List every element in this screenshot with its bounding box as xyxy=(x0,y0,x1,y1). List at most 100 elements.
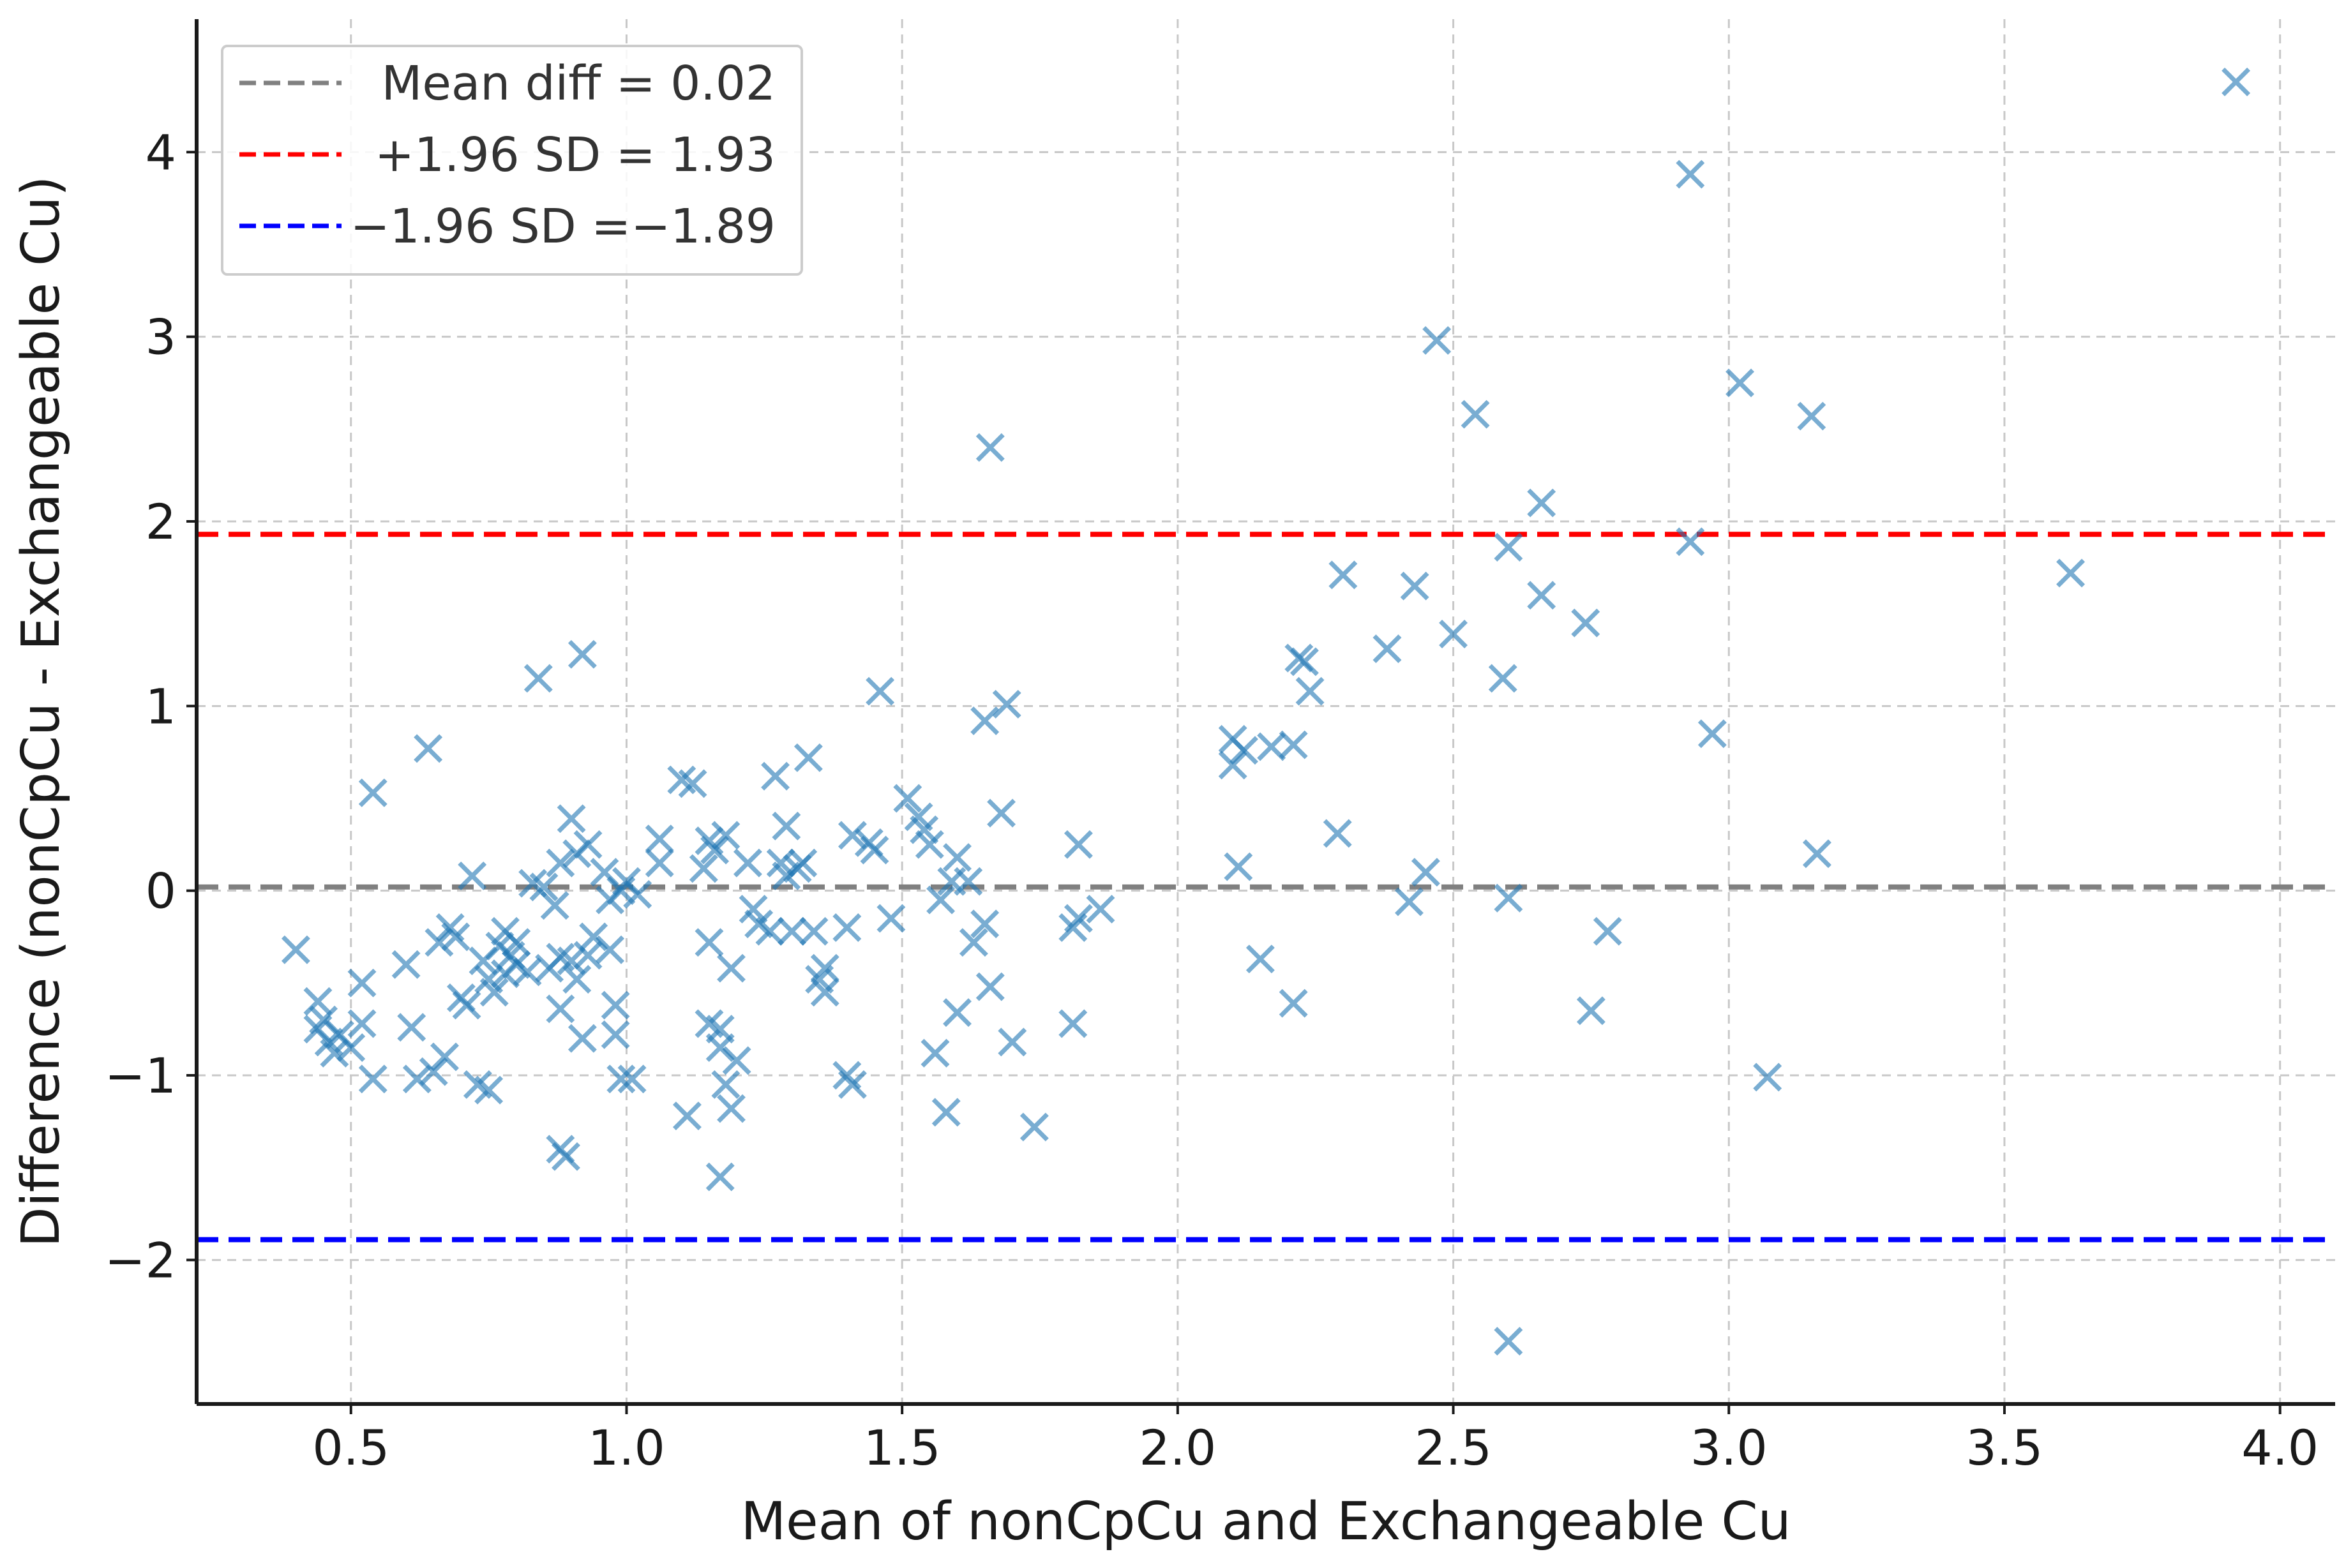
x-marker xyxy=(992,689,1021,719)
data-point-84 xyxy=(739,895,768,924)
x-marker xyxy=(970,909,1000,939)
data-point-169 xyxy=(2222,67,2251,96)
x-marker xyxy=(1697,719,1727,749)
x-marker xyxy=(358,778,387,807)
data-point-51 xyxy=(568,639,597,669)
x-marker xyxy=(987,798,1016,828)
data-point-42 xyxy=(546,994,575,1024)
x-marker xyxy=(777,916,806,946)
x-marker xyxy=(998,1027,1027,1057)
data-point-158 xyxy=(1571,608,1600,638)
data-point-150 xyxy=(1439,620,1468,648)
data-point-112 xyxy=(926,885,956,915)
data-point-45 xyxy=(552,1142,580,1171)
x-marker xyxy=(1494,533,1523,562)
x-marker xyxy=(2222,67,2251,96)
x-marker xyxy=(1726,368,1755,398)
data-point-16 xyxy=(419,1057,448,1086)
data-point-161 xyxy=(1676,160,1705,189)
data-point-83 xyxy=(733,848,762,877)
data-point-37 xyxy=(523,664,553,693)
x-marker xyxy=(1494,883,1523,913)
data-point-101 xyxy=(838,821,867,850)
data-point-111 xyxy=(921,1038,950,1068)
data-point-113 xyxy=(931,1098,961,1127)
x-marker xyxy=(458,862,487,890)
data-point-22 xyxy=(452,990,481,1020)
data-point-46 xyxy=(557,946,586,976)
data-point-139 xyxy=(1279,989,1308,1018)
x-marker xyxy=(975,433,1005,462)
data-point-144 xyxy=(1328,560,1358,590)
data-point-28 xyxy=(479,978,509,1007)
data-point-74 xyxy=(700,835,730,865)
data-point-35 xyxy=(513,957,542,987)
data-point-64 xyxy=(623,879,652,909)
data-point-145 xyxy=(1372,634,1402,664)
data-point-69 xyxy=(678,769,707,798)
x-marker xyxy=(788,848,818,877)
x-marker xyxy=(568,1024,597,1053)
data-point-154 xyxy=(1494,883,1523,913)
data-point-66 xyxy=(645,848,674,877)
x-marker xyxy=(645,825,674,854)
x-marker xyxy=(452,990,481,1020)
x-marker xyxy=(623,879,652,909)
x-marker xyxy=(1295,676,1325,706)
x-tick-label-2: 1.5 xyxy=(864,1419,941,1476)
x-marker xyxy=(722,1046,751,1075)
data-point-159 xyxy=(1576,996,1605,1026)
x-marker xyxy=(1571,608,1600,638)
x-marker xyxy=(799,916,829,946)
data-point-47 xyxy=(557,804,586,833)
data-point-43 xyxy=(546,848,575,877)
y-tick-label-2: 0 xyxy=(146,863,176,920)
y-tick-label-3: 1 xyxy=(146,678,176,735)
x-marker xyxy=(414,734,443,763)
x-marker xyxy=(1411,858,1440,887)
data-point-167 xyxy=(1802,839,1831,869)
x-marker xyxy=(523,664,553,693)
x-marker xyxy=(546,848,575,877)
x-marker xyxy=(347,1009,377,1038)
data-point-160 xyxy=(1593,916,1622,946)
x-marker xyxy=(425,928,454,957)
data-point-75 xyxy=(705,1162,735,1191)
x-marker xyxy=(391,950,421,979)
x-marker xyxy=(320,1038,349,1068)
x-tick-label-1: 1.0 xyxy=(588,1419,665,1476)
data-point-136 xyxy=(1245,945,1275,974)
x-marker xyxy=(474,1075,504,1105)
x-marker xyxy=(910,815,939,844)
x-marker xyxy=(705,1015,735,1044)
data-point-126 xyxy=(1019,1112,1049,1142)
x-marker xyxy=(954,867,983,896)
data-point-130 xyxy=(1064,904,1093,933)
x-marker xyxy=(529,872,559,902)
y-tick-label-4: 2 xyxy=(146,493,176,550)
x-marker xyxy=(1802,839,1831,869)
x-marker xyxy=(1753,1063,1782,1092)
data-point-166 xyxy=(1797,401,1826,431)
x-marker xyxy=(1218,750,1247,780)
data-point-104 xyxy=(860,835,889,865)
data-point-152 xyxy=(1488,664,1517,693)
data-point-11 xyxy=(358,778,387,807)
x-marker xyxy=(876,904,906,933)
x-marker xyxy=(810,978,839,1007)
data-point-17 xyxy=(425,928,454,957)
data-point-65 xyxy=(645,825,674,854)
data-point-135 xyxy=(1229,736,1258,765)
x-marker xyxy=(1279,989,1308,1018)
data-point-77 xyxy=(705,1015,735,1044)
x-marker xyxy=(596,935,625,964)
x-marker xyxy=(303,987,333,1016)
grid xyxy=(197,19,2335,1404)
x-marker xyxy=(672,1101,702,1131)
x-marker xyxy=(717,1094,746,1123)
x-marker xyxy=(689,854,718,883)
y-tick-label-5: 3 xyxy=(146,309,176,366)
x-marker xyxy=(705,1162,735,1191)
x-marker xyxy=(1676,160,1705,189)
x-marker xyxy=(761,761,790,791)
